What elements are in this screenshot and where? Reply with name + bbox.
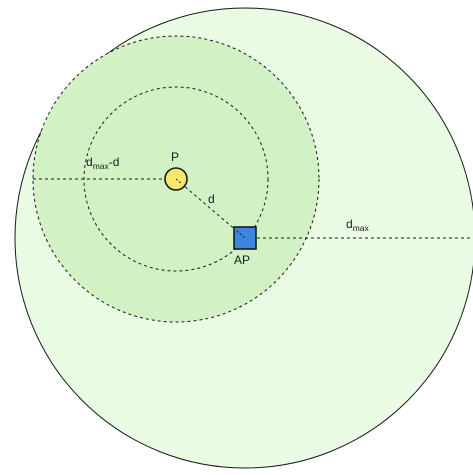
reduced-radius-label: dmax-d bbox=[86, 155, 119, 171]
access-point-marker bbox=[233, 226, 257, 250]
reduced-radius-label-suffix: -d bbox=[109, 155, 120, 169]
point-p-tick bbox=[175, 178, 183, 185]
max-radius-label-d: d bbox=[346, 217, 353, 231]
access-point-label: AP bbox=[234, 253, 250, 267]
reduced-radius-label-d: d bbox=[86, 155, 93, 169]
distance-label: d bbox=[208, 192, 215, 206]
max-radius-label-subscript: max bbox=[353, 223, 370, 233]
max-radius-label: dmax bbox=[346, 217, 369, 233]
reduced-radius-label-subscript: max bbox=[93, 161, 110, 171]
access-point-tick bbox=[236, 230, 246, 239]
point-p-label: P bbox=[171, 150, 179, 164]
